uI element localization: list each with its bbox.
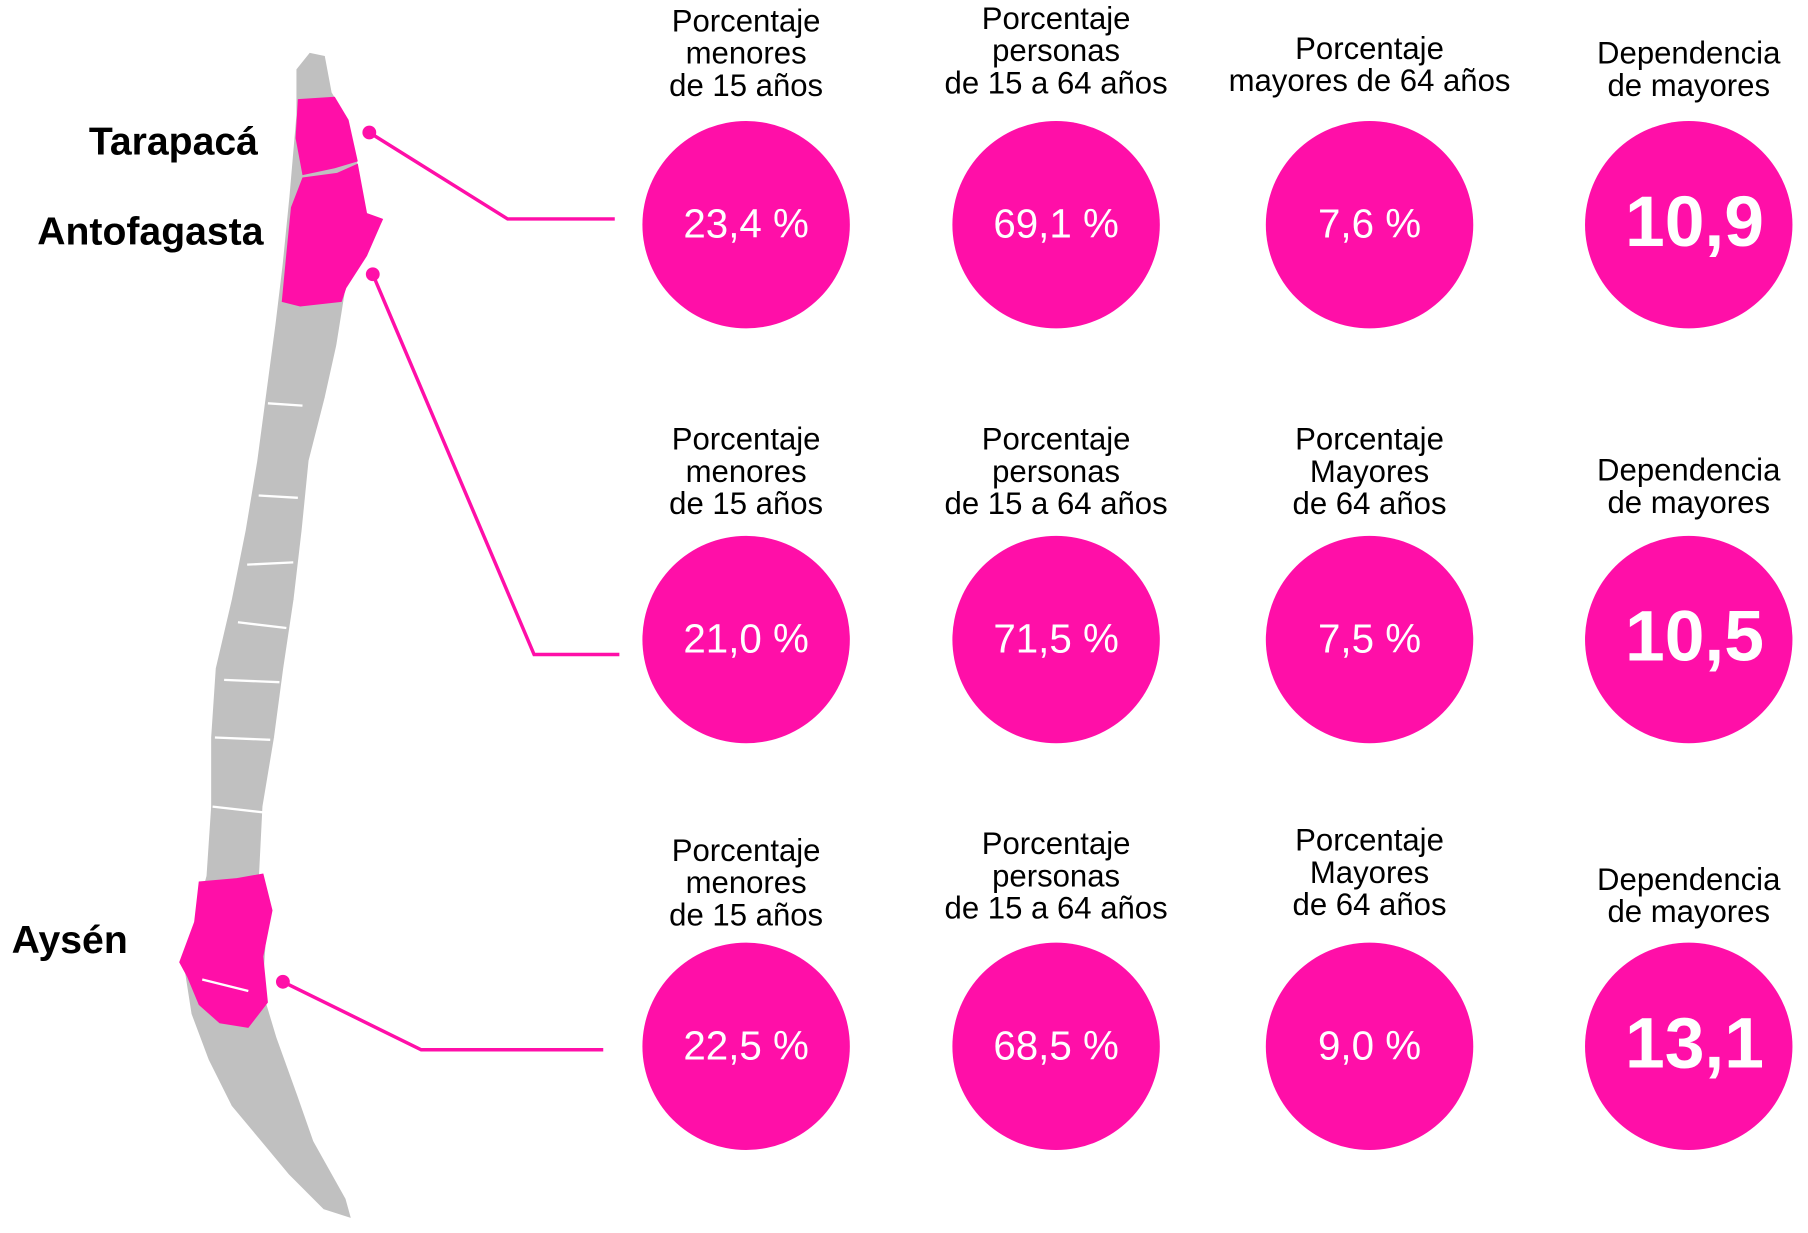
percent-value: 69,1 %: [993, 201, 1119, 247]
cell-header: de 64 años: [1293, 887, 1447, 922]
value-circle: [642, 535, 850, 744]
map-borders: [201, 402, 303, 993]
cell-header: de mayores: [1607, 485, 1770, 520]
cell-header: Dependencia: [1597, 36, 1781, 71]
cell-header: Dependencia: [1597, 862, 1781, 897]
map-aysen: [179, 873, 273, 1028]
cell-header: Porcentaje: [672, 3, 821, 38]
cell-header: Porcentaje: [672, 833, 821, 868]
cell-header: Dependencia: [1597, 453, 1781, 488]
percent-value: 68,5 %: [993, 1022, 1119, 1068]
percent-value: 7,5 %: [1318, 616, 1421, 662]
dependency-value: 13,1: [1625, 1004, 1764, 1084]
map-tarapaca: [295, 96, 358, 176]
cell-header: Porcentaje: [982, 826, 1131, 861]
connectors: [282, 131, 620, 1052]
region-label: Tarapacá: [89, 120, 258, 163]
dependency-value: 10,5: [1625, 597, 1764, 677]
cell-header: Porcentaje: [1295, 31, 1444, 66]
cell-header: de 15 a 64 años: [945, 486, 1168, 521]
connector: [368, 131, 615, 221]
value-circle: [1585, 535, 1793, 744]
cell-header: Mayores: [1310, 855, 1429, 890]
cell-header: de mayores: [1607, 894, 1770, 929]
connector-dots: [275, 125, 380, 989]
value-circle: [952, 942, 1160, 1151]
value-circle: [1585, 942, 1793, 1151]
cell-header: Porcentaje: [982, 422, 1131, 457]
value-circle: [952, 120, 1160, 329]
percent-value: 21,0 %: [683, 616, 809, 662]
connector: [371, 273, 620, 657]
map-antofagasta: [281, 163, 384, 307]
value-circle: [1265, 120, 1474, 329]
connector-dot: [275, 974, 290, 989]
connector-dot: [362, 125, 377, 140]
connector: [282, 980, 604, 1052]
cell-header: menores: [686, 36, 807, 71]
cell-header: de 15 a 64 años: [945, 891, 1168, 926]
value-circle: [1265, 942, 1474, 1151]
connector-dot: [365, 267, 380, 282]
cell-header: Porcentaje: [1295, 823, 1444, 858]
cell-header: Porcentaje: [1295, 422, 1444, 457]
cell-header: Porcentaje: [672, 422, 821, 457]
cell-header: personas: [992, 858, 1120, 893]
dependency-value: 10,9: [1625, 182, 1764, 262]
value-circle: [1585, 120, 1793, 329]
cell-header: Porcentaje: [982, 1, 1131, 36]
cell-header: de 15 años: [669, 897, 823, 932]
cell-header: de 15 años: [669, 68, 823, 103]
region-label: Aysén: [12, 919, 128, 962]
cell-header: personas: [992, 454, 1120, 489]
region-label: Antofagasta: [37, 210, 264, 253]
percent-value: 9,0 %: [1318, 1022, 1421, 1068]
cell-header: Mayores: [1310, 454, 1429, 489]
value-circle: [642, 120, 850, 329]
value-circle: [952, 535, 1160, 744]
cell-header: menores: [686, 865, 807, 900]
cell-header: de 15 años: [669, 486, 823, 521]
value-circle: [642, 942, 850, 1151]
percent-value: 22,5 %: [683, 1022, 809, 1068]
value-circle: [1265, 535, 1474, 744]
cell-header: personas: [992, 33, 1120, 68]
cell-header: de 15 a 64 años: [945, 65, 1168, 100]
cell-header: de mayores: [1607, 68, 1770, 103]
cell-header: de 64 años: [1293, 486, 1447, 521]
cell-header: menores: [686, 454, 807, 489]
percent-value: 23,4 %: [683, 201, 809, 247]
percent-value: 71,5 %: [993, 616, 1119, 662]
percent-value: 7,6 %: [1318, 201, 1421, 247]
map: [179, 50, 385, 1221]
cell-header: mayores de 64 años: [1229, 63, 1511, 98]
